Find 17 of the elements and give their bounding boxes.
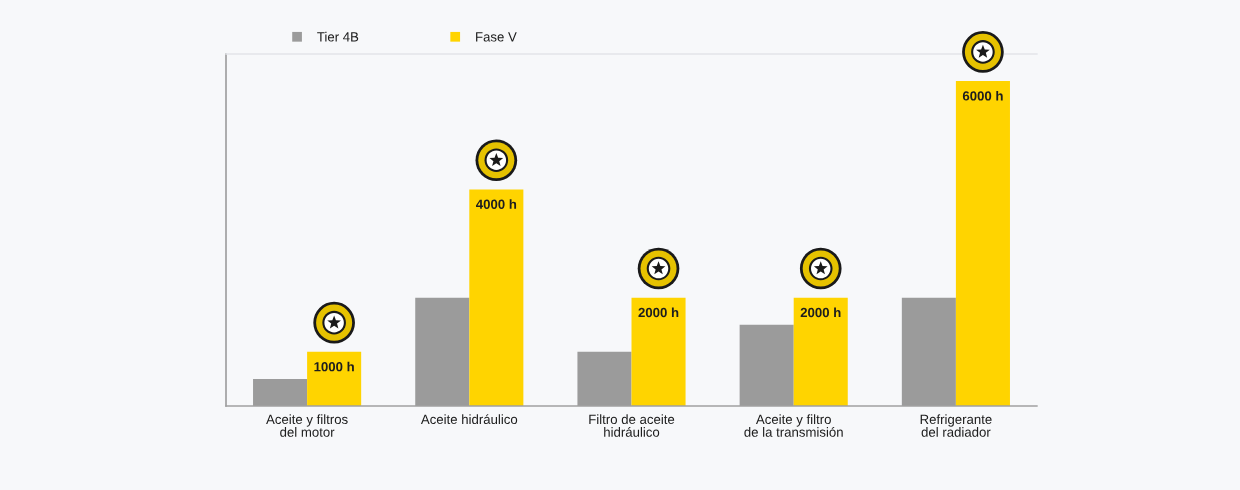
x-tick-label: Aceite hidráulico: [420, 414, 518, 425]
bar: [631, 297, 686, 406]
bar: [955, 81, 1010, 406]
bar: [469, 189, 524, 406]
data-label: 6000 h: [962, 90, 1003, 101]
bar: [307, 351, 362, 406]
x-tick-label: Filtro de aceite hidráulico: [589, 414, 675, 437]
data-label: 4000 h: [476, 199, 517, 209]
legend-label: Tier 4B: [317, 31, 359, 42]
data-label: 1000 h: [314, 361, 354, 372]
x-tick-label: Refrigerante del radiador: [920, 414, 992, 437]
data-label: 2000 h: [638, 307, 679, 318]
x-tick-label: Aceite y filtros del motor: [266, 414, 348, 437]
x-tick-label: Aceite y filtro de la transmisión: [744, 414, 843, 437]
bar: [793, 297, 848, 406]
data-label: 2000 h: [800, 307, 841, 318]
legend-label: Fase V: [476, 32, 517, 42]
